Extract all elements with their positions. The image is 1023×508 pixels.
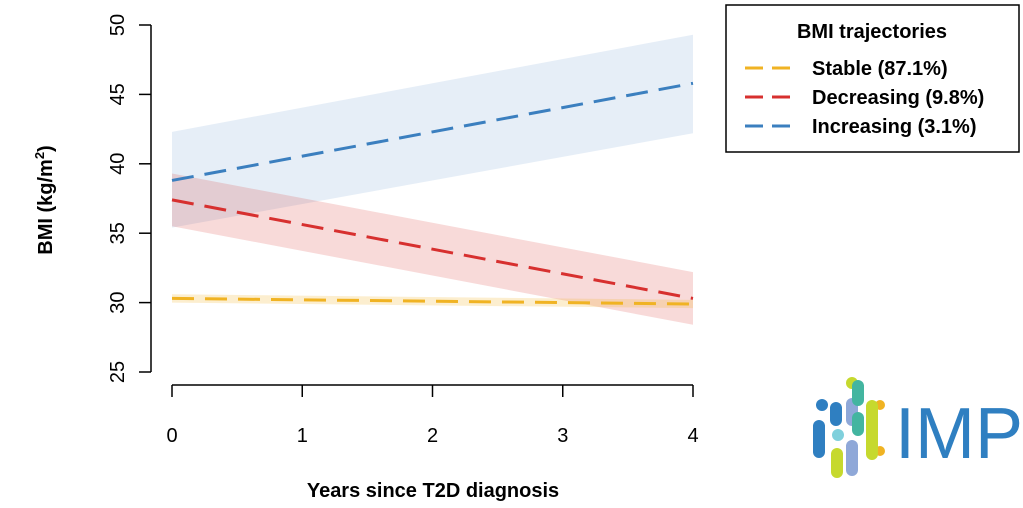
trajectory-line-0: [171, 296, 694, 306]
y-tick-label: 30: [107, 291, 129, 313]
trajectory-line-1: [171, 198, 694, 300]
x-tick-label: 3: [557, 425, 568, 447]
x-tick-label: 0: [166, 425, 177, 447]
x-axis-title: Years since T2D diagnosis: [307, 480, 559, 502]
legend-label-0: Stable (87.1%): [812, 58, 948, 80]
legend-title: BMI trajectories: [797, 21, 947, 43]
y-tick-label: 40: [107, 153, 129, 175]
y-tick-label: 45: [107, 83, 129, 105]
x-tick-label: 4: [687, 425, 698, 447]
legend-label-2: Increasing (3.1%): [812, 116, 977, 138]
legend: BMI trajectories Stable (87.1%) Decreasin…: [725, 4, 1020, 153]
y-tick-label: 35: [107, 222, 129, 244]
y-axis-title: BMI (kg/m2): [32, 145, 57, 254]
x-axis: 0 1 2 3 4: [166, 384, 699, 447]
confidence-bands: [172, 34, 693, 325]
x-tick-label: 1: [297, 425, 308, 447]
confidence-band-0: [172, 294, 693, 309]
y-axis: 25 30 35 40 45 50: [107, 14, 152, 383]
legend-label-1: Decreasing (9.8%): [812, 87, 984, 109]
trajectory-line-2: [171, 81, 694, 182]
imp-logo: IMP: [813, 377, 1023, 478]
y-tick-label: 50: [107, 14, 129, 36]
x-tick-label: 2: [427, 425, 438, 447]
logo-wordmark: IMP: [895, 394, 1023, 474]
trajectory-lines: [171, 81, 694, 306]
logo-mark-icon: [813, 377, 885, 478]
legend-items: Stable (87.1%) Decreasing (9.8%) Increasin…: [745, 58, 984, 138]
y-tick-label: 25: [107, 361, 129, 383]
